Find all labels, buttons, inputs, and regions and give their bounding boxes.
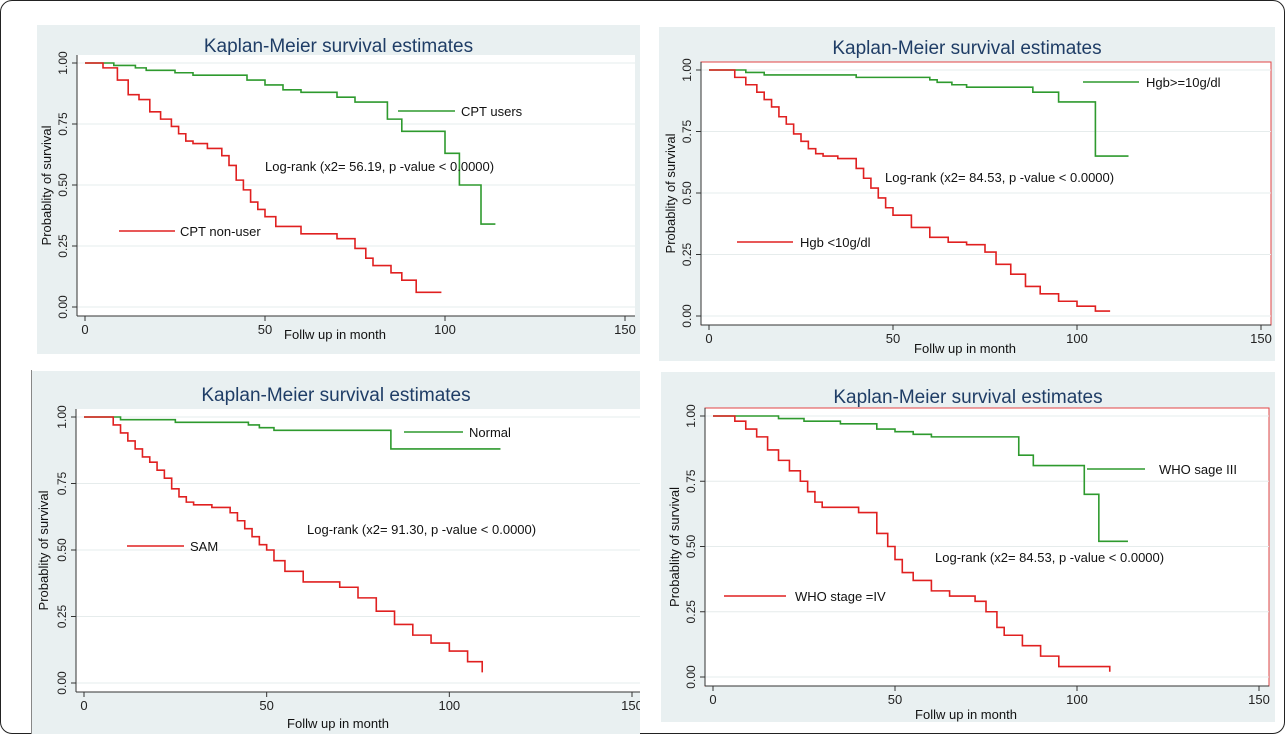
chart-title: Kaplan-Meier survival estimates bbox=[204, 36, 473, 57]
legend-label: CPT users bbox=[461, 104, 523, 119]
x-tick-label: 0 bbox=[709, 692, 716, 707]
legend-label: WHO sage III bbox=[1159, 462, 1237, 477]
y-tick-label: 0.25 bbox=[56, 234, 70, 258]
legend-label: Hgb>=10g/dl bbox=[1146, 75, 1221, 90]
km-panel-cpt: Kaplan-Meier survival estimates 0.00 0.25 0… bbox=[37, 25, 640, 354]
km-curve-lower bbox=[709, 69, 1111, 312]
y-tick-label: 0.50 bbox=[56, 173, 70, 197]
log-rank-annotation: Log-rank (x2= 91.30, p -value < 0.0000) bbox=[307, 522, 536, 537]
km-curve-lower bbox=[713, 415, 1111, 672]
x-axis-label: Follw up in month bbox=[915, 707, 1017, 722]
km-panel-who: Kaplan-Meier survival estimates 0.00 0.25 0… bbox=[661, 372, 1275, 722]
y-axis-label: Probablity of survival bbox=[663, 133, 678, 253]
km-curve-upper bbox=[709, 69, 1129, 157]
y-tick-label: 1.00 bbox=[684, 404, 698, 428]
x-axis-label: Follw up in month bbox=[914, 341, 1016, 356]
km-panel-sam: Kaplan-Meier survival estimates 0.00 0.25 0… bbox=[32, 371, 640, 734]
km-curve-lower bbox=[85, 62, 442, 294]
y-tick-label: 0.75 bbox=[55, 471, 69, 495]
y-tick-label: 0.00 bbox=[684, 665, 698, 689]
x-tick-label: 150 bbox=[621, 698, 640, 713]
km-curve-lower bbox=[84, 416, 484, 673]
km-curve-upper bbox=[85, 62, 496, 225]
x-tick-label: 0 bbox=[80, 698, 87, 713]
legend-label: Hgb <10g/dl bbox=[800, 235, 871, 250]
log-rank-annotation: Log-rank (x2= 84.53, p -value < 0.0000) bbox=[885, 170, 1114, 185]
y-tick-label: 1.00 bbox=[56, 51, 70, 75]
y-axis-label: Probablity of survival bbox=[36, 490, 51, 610]
km-curve-upper bbox=[84, 416, 501, 450]
y-tick-label: 0.00 bbox=[56, 295, 70, 319]
y-tick-label: 0.50 bbox=[680, 181, 694, 205]
y-tick-label: 0.25 bbox=[55, 604, 69, 628]
y-tick-label: 0.00 bbox=[680, 304, 694, 328]
x-axis-label: Follw up in month bbox=[287, 716, 389, 731]
x-tick-label: 0 bbox=[705, 331, 712, 346]
x-tick-label: 50 bbox=[888, 692, 902, 707]
x-tick-label: 50 bbox=[886, 331, 900, 346]
x-tick-label: 0 bbox=[81, 322, 88, 337]
log-rank-annotation: Log-rank (x2= 56.19, p -value < 0.0000) bbox=[265, 159, 494, 174]
y-tick-label: 0.75 bbox=[56, 112, 70, 136]
x-tick-label: 100 bbox=[438, 698, 460, 713]
legend-label: Normal bbox=[469, 425, 511, 440]
x-axis-label: Follw up in month bbox=[284, 327, 386, 342]
x-tick-label: 150 bbox=[1250, 331, 1272, 346]
x-tick-label: 100 bbox=[434, 322, 456, 337]
km-panel-hgb: Kaplan-Meier survival estimates 0.00 0.25 0… bbox=[659, 27, 1275, 361]
km-curve-upper bbox=[713, 415, 1128, 543]
km-chart-who: Kaplan-Meier survival estimates 0.00 0.25 0… bbox=[667, 387, 1270, 722]
chart-title: Kaplan-Meier survival estimates bbox=[201, 385, 470, 406]
log-rank-annotation: Log-rank (x2= 84.53, p -value < 0.0000) bbox=[935, 550, 1164, 565]
y-tick-label: 0.50 bbox=[55, 538, 69, 562]
panel-divider-line bbox=[31, 370, 32, 734]
y-tick-label: 0.75 bbox=[684, 469, 698, 493]
x-tick-label: 150 bbox=[1248, 692, 1270, 707]
x-tick-label: 100 bbox=[1066, 331, 1088, 346]
km-chart-sam: Kaplan-Meier survival estimates 0.00 0.25 0… bbox=[36, 385, 640, 731]
y-tick-label: 0.50 bbox=[684, 534, 698, 558]
y-axis-label: Probablity of survival bbox=[39, 125, 54, 245]
x-tick-label: 100 bbox=[1066, 692, 1088, 707]
x-tick-label: 150 bbox=[614, 322, 636, 337]
x-tick-label: 50 bbox=[258, 322, 272, 337]
y-tick-label: 0.25 bbox=[680, 242, 694, 266]
y-tick-label: 0.75 bbox=[680, 119, 694, 143]
legend-label: WHO stage =IV bbox=[795, 589, 886, 604]
chart-title: Kaplan-Meier survival estimates bbox=[833, 387, 1102, 408]
km-chart-cpt: Kaplan-Meier survival estimates 0.00 0.25 0… bbox=[39, 36, 636, 342]
x-tick-label: 50 bbox=[259, 698, 273, 713]
y-tick-label: 0.00 bbox=[55, 671, 69, 695]
y-tick-label: 1.00 bbox=[680, 58, 694, 82]
y-tick-label: 1.00 bbox=[55, 405, 69, 429]
km-chart-hgb: Kaplan-Meier survival estimates 0.00 0.25 0… bbox=[663, 38, 1272, 356]
legend-label: SAM bbox=[190, 539, 218, 554]
y-tick-label: 0.25 bbox=[684, 600, 698, 624]
legend-label: CPT non-user bbox=[180, 224, 261, 239]
y-axis-label: Probablity of survival bbox=[667, 487, 682, 607]
chart-title: Kaplan-Meier survival estimates bbox=[832, 38, 1101, 59]
